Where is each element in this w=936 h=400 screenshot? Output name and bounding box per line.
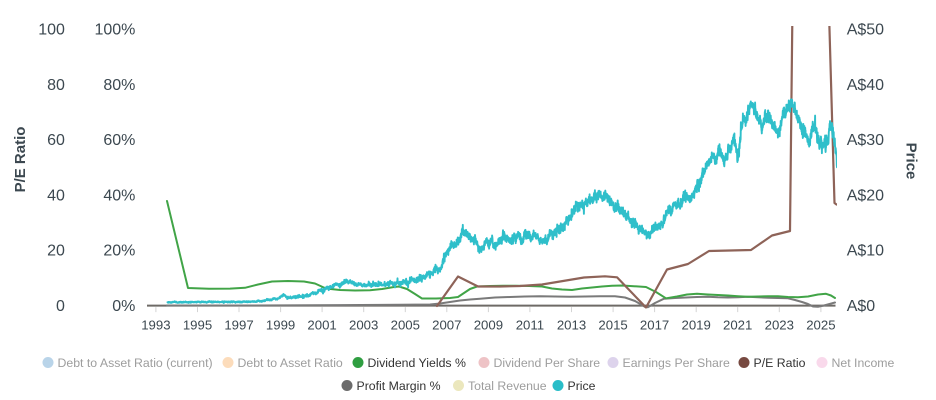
svg-text:2017: 2017 — [640, 318, 669, 333]
svg-text:Debt to Asset Ratio (current): Debt to Asset Ratio (current) — [58, 356, 213, 370]
svg-text:20%: 20% — [103, 243, 135, 260]
svg-text:2009: 2009 — [474, 318, 503, 333]
svg-text:A$50: A$50 — [847, 22, 884, 39]
svg-text:1995: 1995 — [183, 318, 212, 333]
svg-text:2025: 2025 — [806, 318, 835, 333]
svg-text:2007: 2007 — [432, 318, 461, 333]
svg-text:60: 60 — [47, 132, 65, 149]
svg-text:80%: 80% — [103, 77, 135, 94]
svg-text:40%: 40% — [103, 187, 135, 204]
svg-text:Debt to Asset Ratio: Debt to Asset Ratio — [238, 356, 343, 370]
svg-text:1999: 1999 — [266, 318, 295, 333]
svg-text:60%: 60% — [103, 132, 135, 149]
svg-text:0%: 0% — [112, 298, 135, 315]
svg-text:Net Income: Net Income — [832, 356, 895, 370]
svg-text:2019: 2019 — [682, 318, 711, 333]
svg-text:A$0: A$0 — [847, 298, 876, 315]
svg-text:2003: 2003 — [349, 318, 378, 333]
svg-text:2011: 2011 — [516, 318, 544, 333]
svg-text:Price: Price — [568, 379, 596, 393]
svg-text:1993: 1993 — [141, 318, 170, 333]
svg-text:2015: 2015 — [598, 318, 627, 333]
svg-text:2013: 2013 — [557, 318, 586, 333]
svg-text:40: 40 — [47, 187, 65, 204]
svg-text:Price: Price — [903, 143, 920, 180]
svg-text:100: 100 — [38, 22, 65, 39]
svg-text:Profit Margin %: Profit Margin % — [357, 379, 441, 393]
svg-text:1997: 1997 — [224, 318, 253, 333]
svg-text:Earnings Per Share: Earnings Per Share — [623, 356, 730, 370]
svg-text:Dividend Per Share: Dividend Per Share — [494, 356, 601, 370]
svg-text:A$30: A$30 — [847, 132, 884, 149]
svg-text:A$40: A$40 — [847, 77, 884, 94]
svg-text:A$20: A$20 — [847, 187, 884, 204]
svg-text:2005: 2005 — [391, 318, 420, 333]
svg-text:Dividend Yields %: Dividend Yields % — [368, 356, 466, 370]
svg-text:80: 80 — [47, 77, 65, 94]
svg-text:Total Revenue: Total Revenue — [468, 379, 547, 393]
svg-text:0: 0 — [56, 298, 65, 315]
svg-text:P/E Ratio: P/E Ratio — [754, 356, 806, 370]
svg-text:2021: 2021 — [723, 318, 752, 333]
svg-text:20: 20 — [47, 243, 65, 260]
svg-text:100%: 100% — [94, 22, 135, 39]
svg-text:2023: 2023 — [765, 318, 794, 333]
svg-text:P/E Ratio: P/E Ratio — [12, 127, 29, 193]
svg-text:2001: 2001 — [307, 318, 336, 333]
svg-text:A$10: A$10 — [847, 243, 884, 260]
